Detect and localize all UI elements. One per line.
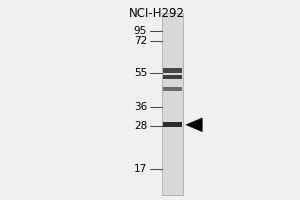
- Polygon shape: [186, 118, 202, 132]
- Text: 55: 55: [134, 68, 147, 78]
- Bar: [163, 68, 182, 73]
- Bar: [163, 87, 182, 91]
- Text: 95: 95: [134, 26, 147, 36]
- Text: 17: 17: [134, 164, 147, 174]
- Bar: [163, 75, 182, 79]
- Text: 36: 36: [134, 102, 147, 112]
- Text: 28: 28: [134, 121, 147, 131]
- Bar: [163, 122, 182, 127]
- Text: 72: 72: [134, 36, 147, 46]
- Text: NCI-H292: NCI-H292: [129, 7, 185, 20]
- Bar: [162, 13, 183, 195]
